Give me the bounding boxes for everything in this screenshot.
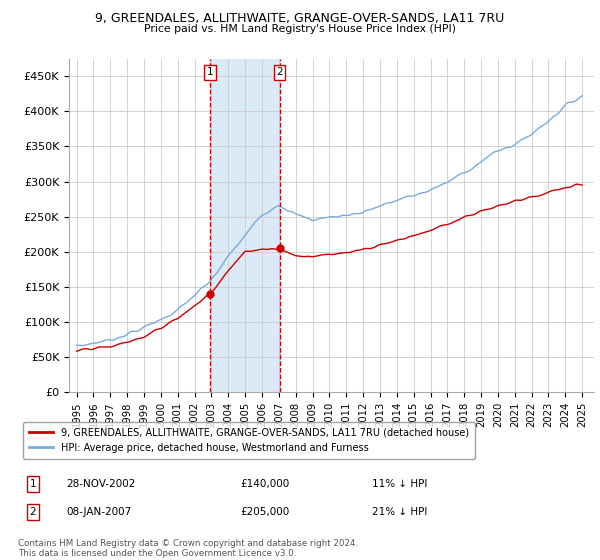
Text: 21% ↓ HPI: 21% ↓ HPI xyxy=(372,507,427,517)
Text: 28-NOV-2002: 28-NOV-2002 xyxy=(66,479,136,489)
Text: £205,000: £205,000 xyxy=(240,507,289,517)
Text: Price paid vs. HM Land Registry's House Price Index (HPI): Price paid vs. HM Land Registry's House … xyxy=(144,24,456,34)
Text: 1: 1 xyxy=(29,479,37,489)
Text: Contains HM Land Registry data © Crown copyright and database right 2024.
This d: Contains HM Land Registry data © Crown c… xyxy=(18,539,358,558)
Text: 2: 2 xyxy=(29,507,37,517)
Text: 08-JAN-2007: 08-JAN-2007 xyxy=(66,507,131,517)
Bar xyxy=(210,59,280,392)
Text: 11% ↓ HPI: 11% ↓ HPI xyxy=(372,479,427,489)
Text: 1: 1 xyxy=(206,67,213,77)
Text: 9, GREENDALES, ALLITHWAITE, GRANGE-OVER-SANDS, LA11 7RU: 9, GREENDALES, ALLITHWAITE, GRANGE-OVER-… xyxy=(95,12,505,25)
Text: £140,000: £140,000 xyxy=(240,479,289,489)
Legend: 9, GREENDALES, ALLITHWAITE, GRANGE-OVER-SANDS, LA11 7RU (detached house), HPI: A: 9, GREENDALES, ALLITHWAITE, GRANGE-OVER-… xyxy=(23,422,475,459)
Text: 2: 2 xyxy=(276,67,283,77)
